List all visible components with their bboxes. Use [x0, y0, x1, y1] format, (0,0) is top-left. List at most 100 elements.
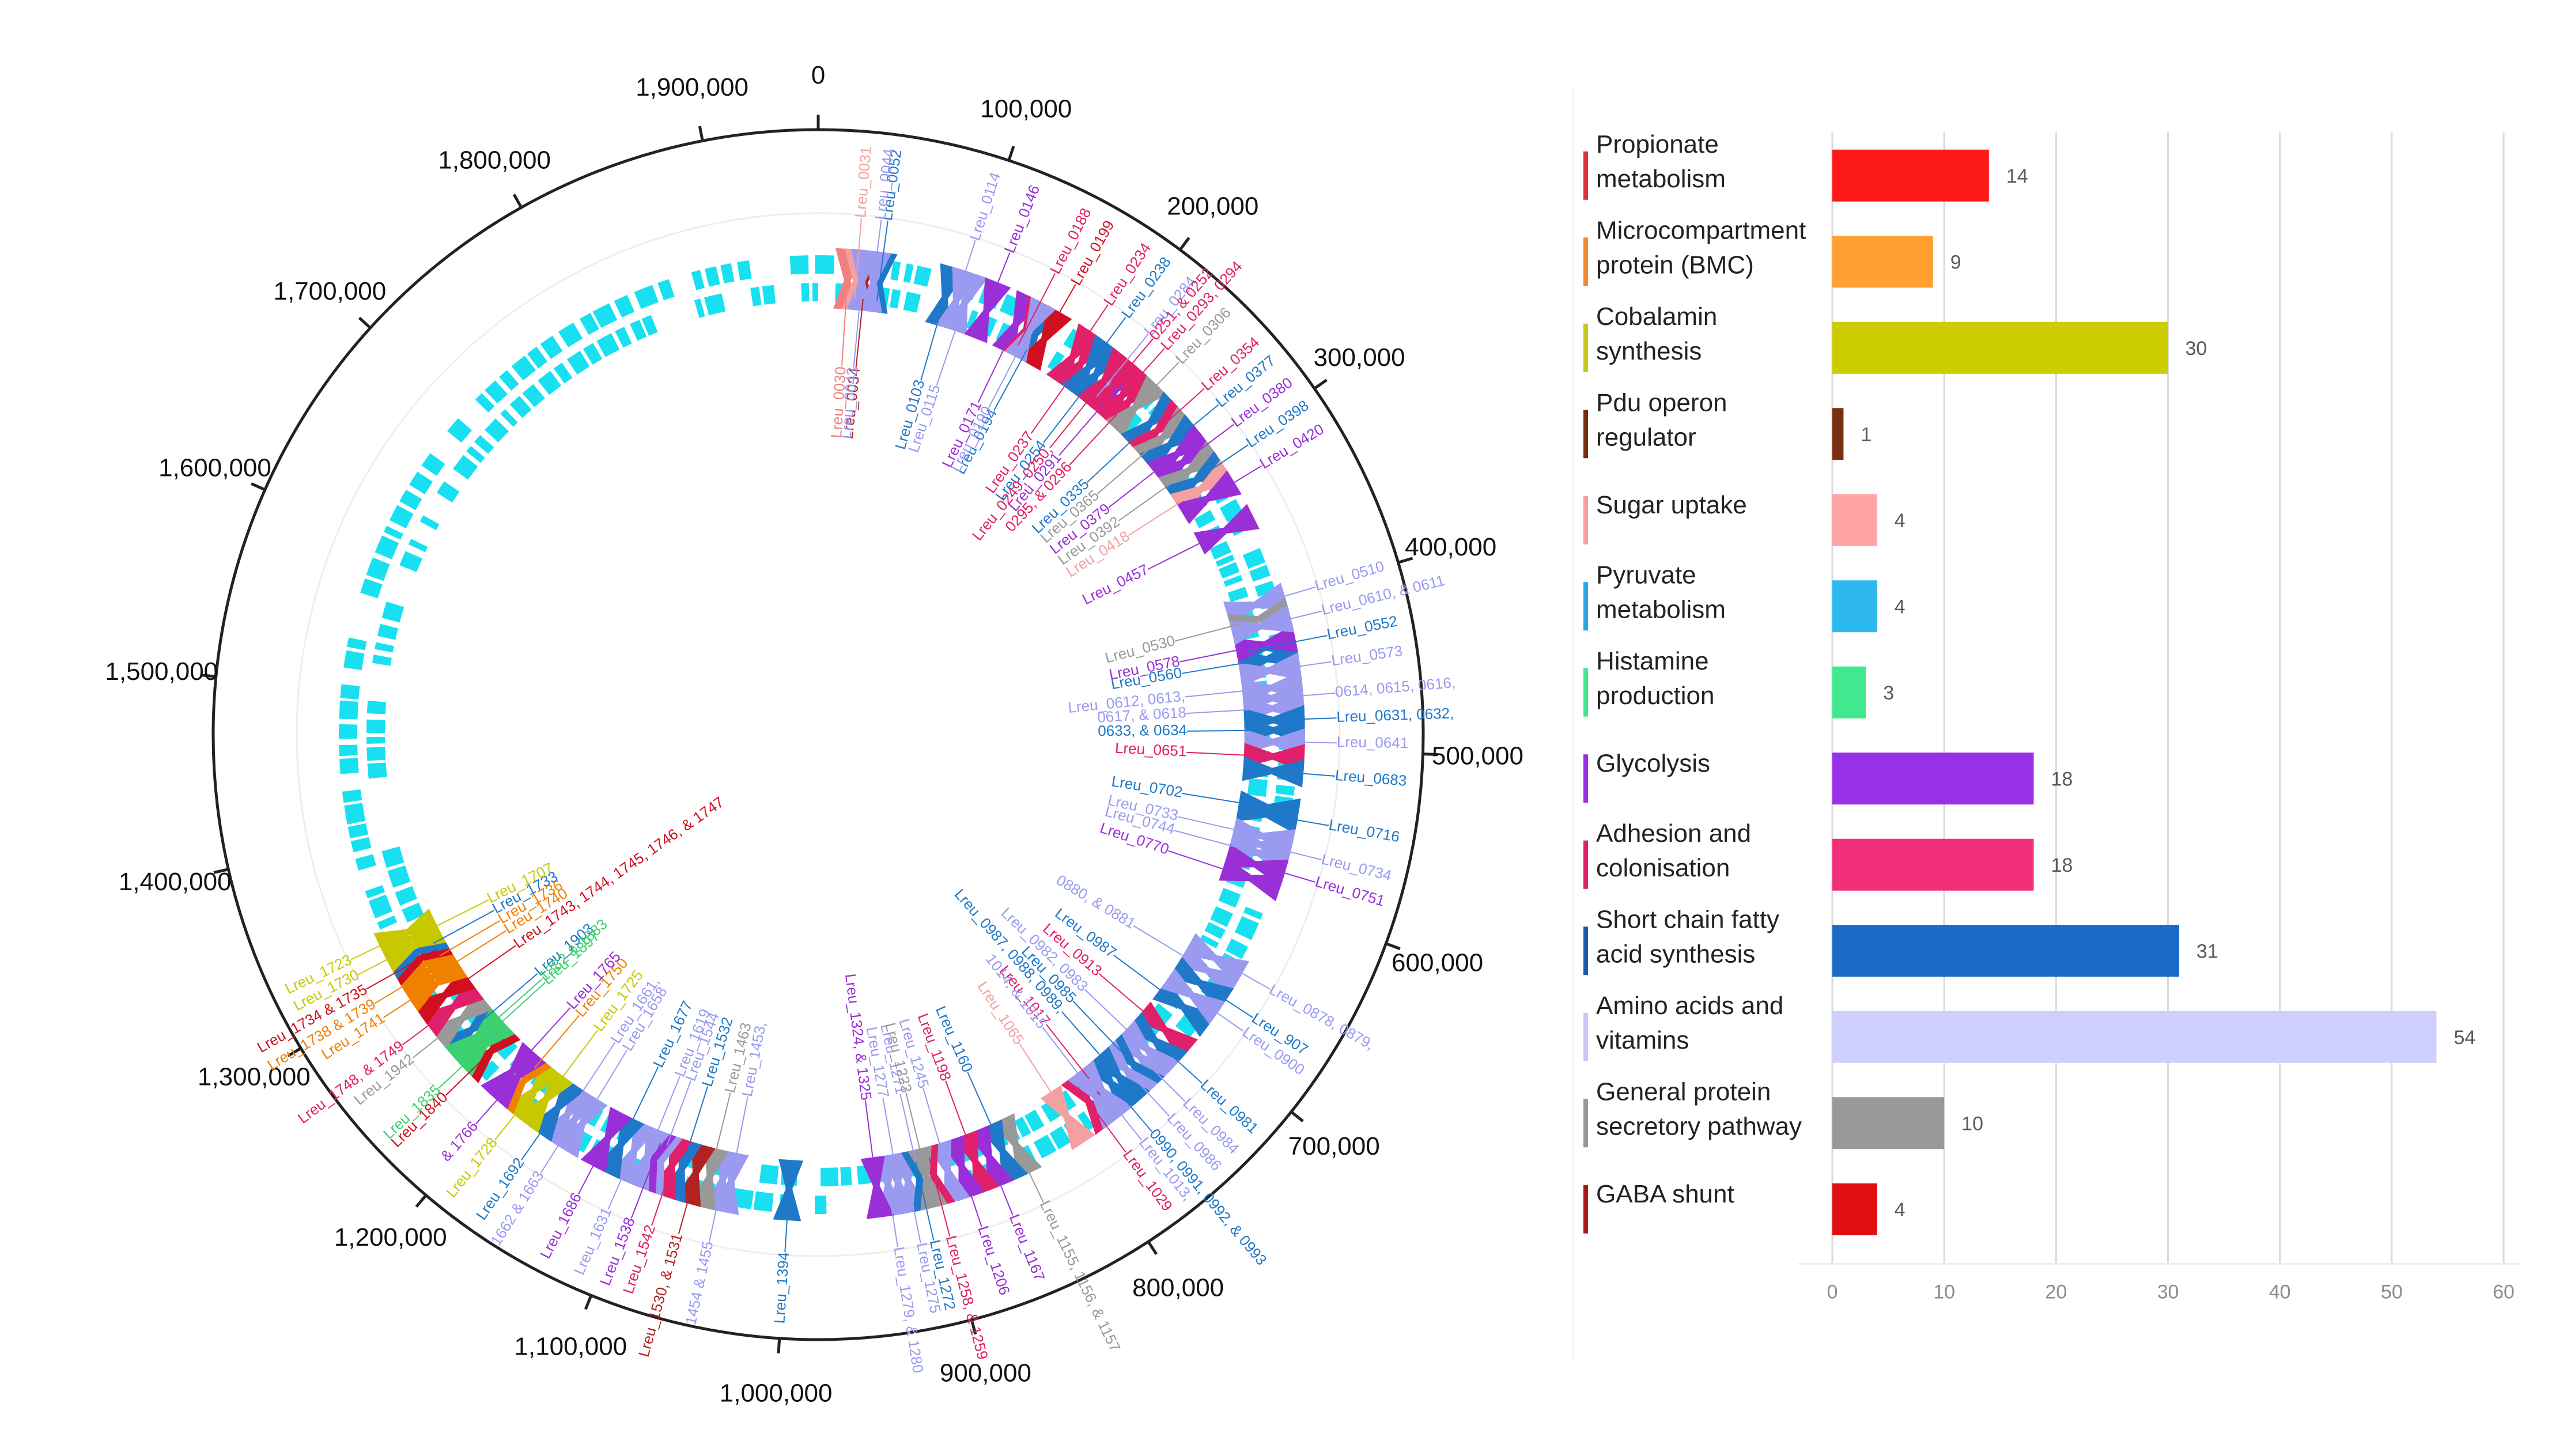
highlighted-gene: [1223, 583, 1289, 626]
gene-leader-line: [445, 1039, 504, 1096]
highlighted-gene: [1219, 857, 1285, 902]
gene-block: [377, 623, 398, 640]
gene-block: [375, 642, 394, 653]
gene-block: [1234, 916, 1259, 940]
gene-block: [704, 293, 726, 316]
position-tick: [1147, 1241, 1158, 1255]
gene-block: [344, 803, 366, 825]
highlighted-gene: [1004, 296, 1056, 363]
gene-block: [384, 525, 403, 540]
gene-leader-line: [1110, 348, 1165, 409]
gene-leader-line: [1179, 647, 1248, 663]
gene-block: [421, 453, 445, 476]
value-label: 1: [1861, 423, 1872, 445]
gene-block: [592, 303, 618, 328]
gene-block: [1204, 922, 1226, 939]
position-tick: [584, 1295, 593, 1310]
gene-leader-line: [1243, 839, 1322, 861]
highlighted-gene: [444, 1008, 508, 1068]
gene-block: [903, 292, 921, 313]
gene-leader-line: [1174, 623, 1242, 642]
position-tick: [1397, 557, 1413, 564]
gene-leader-line: [1181, 444, 1249, 491]
category-label: Microcompartment protein (BMC): [1596, 216, 1806, 279]
gene-label: Lreu_0641: [1337, 733, 1409, 751]
highlighted-gene: [1233, 625, 1298, 663]
gene-block: [485, 380, 508, 404]
gene-leader-line: [374, 961, 444, 1004]
gene-block: [366, 747, 386, 761]
position-tick: [1290, 1110, 1304, 1122]
gene-leader-line: [591, 1049, 628, 1110]
gene-leader-line: [459, 945, 516, 986]
gene-leader-line: [1141, 1028, 1203, 1084]
bar: [1832, 1097, 1945, 1149]
gene-block: [596, 333, 620, 357]
gene-leader-line: [412, 1007, 477, 1058]
x-tick-label: 20: [2045, 1281, 2067, 1303]
gene-leader-line: [1077, 316, 1126, 383]
position-label: 700,000: [1288, 1132, 1380, 1160]
gene-leader-line: [438, 1033, 498, 1089]
gene-leader-line: [1147, 538, 1210, 570]
category-marker: [1583, 668, 1588, 717]
position-tick: [512, 194, 523, 209]
highlighted-gene: [1229, 605, 1295, 645]
bar: [1832, 666, 1866, 718]
gene-block: [737, 260, 752, 281]
highlighted-gene: [860, 1155, 895, 1219]
gene-leader-line: [426, 899, 489, 932]
gene-block: [1049, 1126, 1071, 1149]
gene-block: [1014, 1117, 1031, 1138]
gene-leader-line: [433, 910, 494, 944]
position-label: 1,100,000: [514, 1332, 627, 1360]
gene-leader-line: [630, 1143, 661, 1219]
bar: [1832, 149, 1989, 202]
category-marker: [1583, 1012, 1588, 1061]
position-label: 500,000: [1432, 742, 1523, 770]
x-tick-label: 0: [1827, 1281, 1838, 1303]
position-label: 200,000: [1167, 192, 1258, 220]
gene-block: [367, 762, 387, 779]
gene-leader-line: [1177, 816, 1246, 833]
gene-label: 1454 & 1455: [682, 1239, 716, 1326]
gene-block: [1223, 574, 1243, 587]
highlighted-gene: [1158, 441, 1223, 498]
gene-block: [1200, 934, 1219, 949]
value-label: 9: [1950, 251, 1961, 273]
gene-block: [409, 471, 433, 494]
gene-block: [1209, 540, 1232, 560]
gene-leader-line: [1101, 338, 1154, 401]
gene-leader-line: [1256, 717, 1337, 721]
gene-block: [753, 1191, 774, 1212]
gene-block: [436, 481, 460, 503]
gene-block: [355, 854, 376, 871]
gene-leader-line: [1098, 973, 1152, 1019]
category-marker: [1583, 496, 1588, 544]
position-label: 1,400,000: [119, 868, 232, 896]
gene-leader-line: [1181, 661, 1250, 674]
gene-block: [366, 701, 387, 714]
gene-leader-line: [1122, 361, 1179, 421]
gene-leader-line: [1043, 387, 1087, 443]
gene-leader-line: [1058, 402, 1105, 456]
bar: [1832, 580, 1877, 633]
gene-block: [691, 270, 705, 290]
gene-block: [497, 1039, 518, 1060]
gene-leader-line: [950, 240, 976, 318]
gene-leader-line: [1144, 388, 1205, 443]
gene-leader-line: [1108, 464, 1164, 508]
gene-leader-line: [1185, 689, 1254, 698]
gene-block: [801, 283, 810, 302]
gene-leader-line: [350, 924, 424, 960]
position-label: 1,600,000: [158, 454, 271, 482]
gene-leader-line: [1097, 448, 1151, 494]
x-tick-label: 50: [2381, 1281, 2403, 1303]
bar: [1832, 494, 1877, 546]
gene-label: Lreu_0552: [1325, 612, 1399, 642]
gene-leader-line: [988, 346, 1022, 409]
gene-leader-line: [1049, 394, 1094, 448]
position-label: 600,000: [1392, 948, 1483, 977]
category-marker: [1583, 754, 1588, 803]
